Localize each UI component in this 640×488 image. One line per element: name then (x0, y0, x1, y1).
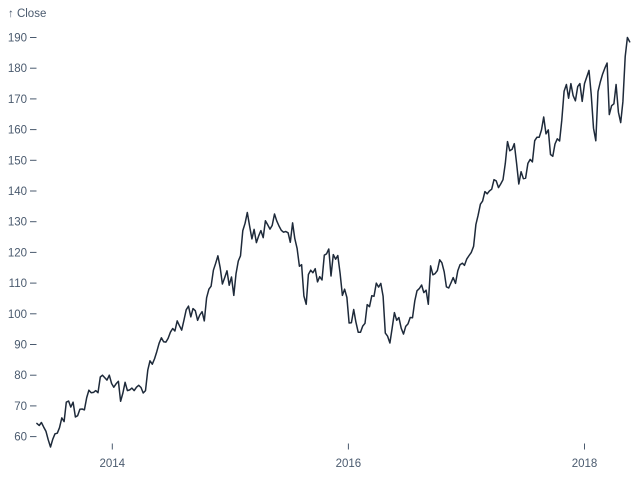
y-tick-label: 100 (8, 309, 27, 321)
y-axis: 60 70 80 90 100 110 120 130 140 150 160 170 180 190 (8, 33, 37, 444)
y-axis-title: ↑ Close (8, 8, 46, 20)
y-tick-label: 160 (8, 125, 27, 137)
y-tick-label: 70 (14, 401, 27, 413)
x-tick-label: 2016 (336, 458, 362, 470)
y-tick-label: 120 (8, 247, 27, 259)
y-tick-label: 170 (8, 94, 27, 106)
close-price-line (36, 36, 631, 448)
y-tick-label: 180 (8, 63, 27, 75)
x-tick-label: 2014 (100, 458, 126, 470)
y-tick-label: 140 (8, 186, 27, 198)
y-tick-label: 60 (14, 432, 27, 444)
y-tick-label: 130 (8, 217, 27, 229)
y-tick-label: 90 (14, 340, 27, 352)
x-axis: 2014 2016 2018 (100, 443, 598, 470)
y-tick-label: 80 (14, 370, 27, 382)
y-tick-label: 190 (8, 33, 27, 45)
y-tick-label: 110 (9, 278, 27, 290)
y-tick-label: 150 (8, 155, 27, 167)
x-tick-label: 2018 (572, 458, 598, 470)
